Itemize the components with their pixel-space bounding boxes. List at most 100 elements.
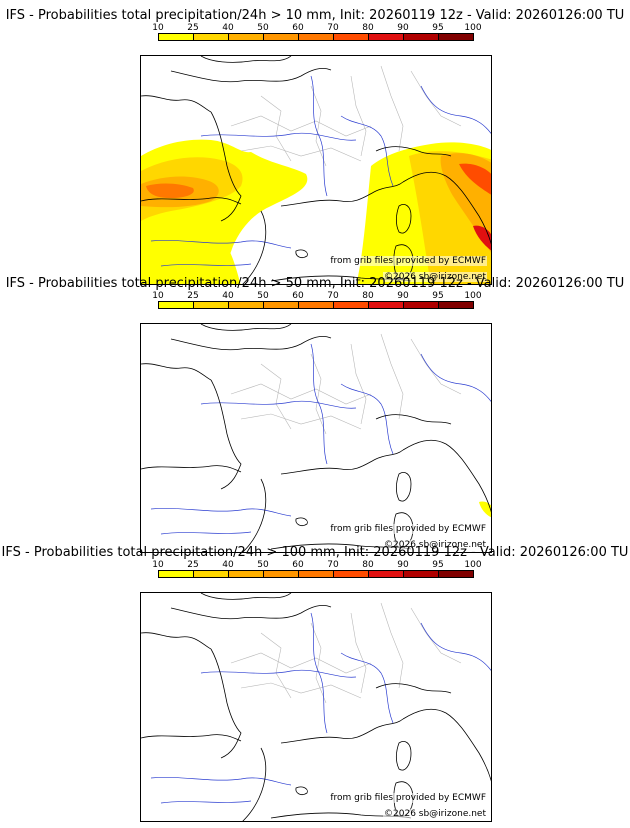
coastline-spain-north — [141, 734, 242, 742]
river — [200, 400, 357, 409]
admin-border — [350, 612, 367, 694]
coastline-med-france — [280, 181, 404, 207]
river — [340, 652, 394, 724]
colorbar-tick: 70 — [327, 560, 339, 570]
coastline-britain — [200, 56, 292, 63]
colorbar-swatch — [334, 571, 369, 577]
colorbar-swatch — [299, 302, 334, 308]
coastline-med-spain — [242, 210, 267, 284]
admin-border — [240, 682, 362, 699]
country-borders — [230, 333, 462, 435]
panel-title: IFS - Probabilities total precipitation/… — [1, 545, 629, 560]
coastline-atlantic — [210, 111, 242, 222]
river — [340, 383, 394, 455]
coastline-alps — [375, 146, 452, 157]
colorbar-swatch — [299, 34, 334, 40]
map-canvas — [141, 56, 491, 284]
colorbar-tick: 90 — [397, 560, 409, 570]
rivers — [150, 343, 491, 535]
coastline-spain-north — [141, 465, 242, 473]
coastline-alps — [375, 683, 452, 694]
coastline-baleares — [295, 786, 308, 796]
colorbar-tick: 100 — [464, 560, 482, 570]
map-panel-10mm: IFS - Probabilities total precipitation/… — [0, 8, 630, 285]
colorbar-tick: 100 — [464, 23, 482, 33]
colorbar-swatch — [194, 34, 229, 40]
coastline-corsica — [395, 741, 412, 771]
credit-source: from grib files provided by ECMWF — [329, 524, 487, 534]
river — [160, 800, 252, 804]
prob-area-yellow-iberia — [151, 219, 241, 284]
coastline-med-spain — [242, 478, 267, 552]
coastlines — [141, 324, 491, 552]
colorbar-swatch — [264, 34, 299, 40]
country-borders — [230, 602, 462, 704]
colorbar-swatch — [229, 302, 264, 308]
colorbar-tick: 70 — [327, 291, 339, 301]
colorbar-swatch — [264, 571, 299, 577]
coastline-italy — [402, 439, 491, 513]
colorbar-swatch — [334, 302, 369, 308]
colorbar-swatch — [159, 302, 194, 308]
admin-border — [240, 413, 362, 430]
map-panel-100mm: IFS - Probabilities total precipitation/… — [0, 545, 630, 822]
colorbar-tick: 90 — [397, 23, 409, 33]
rivers — [150, 612, 491, 804]
colorbar-tick: 80 — [362, 291, 374, 301]
colorbar-tick: 60 — [292, 23, 304, 33]
colorbar — [158, 33, 474, 41]
colorbar-swatch — [404, 571, 439, 577]
colorbar-tick: 25 — [187, 291, 199, 301]
admin-border — [260, 632, 292, 699]
colorbar-swatch — [439, 302, 473, 308]
colorbar-tick: 50 — [257, 23, 269, 33]
colorbar-swatch — [159, 571, 194, 577]
colorbar-ticks: 10 25 40 50 60 70 80 90 95 100 — [140, 292, 490, 301]
country-borders — [230, 65, 462, 167]
colorbar-ticks: 10 25 40 50 60 70 80 90 95 100 — [140, 561, 490, 570]
coastline-corsica — [395, 204, 412, 234]
map-frame: from grib files provided by ECMWF ©2026 … — [140, 592, 492, 822]
admin-border — [380, 65, 404, 152]
admin-border — [380, 602, 404, 689]
colorbar-tick: 95 — [432, 291, 444, 301]
admin-border — [230, 383, 372, 405]
coastline-med-france — [280, 718, 404, 744]
colorbar-swatch — [194, 302, 229, 308]
prob-area-red-east — [459, 163, 491, 195]
colorbar-swatch — [264, 302, 299, 308]
colorbar-tick: 95 — [432, 560, 444, 570]
admin-border — [230, 115, 372, 137]
panel-title: IFS - Probabilities total precipitation/… — [5, 8, 625, 23]
colorbar-swatch — [404, 34, 439, 40]
map-canvas — [141, 593, 491, 821]
coastline-corsica — [395, 472, 412, 502]
river — [150, 776, 292, 786]
colorbar-tick: 80 — [362, 23, 374, 33]
coastline-brittany — [141, 632, 212, 650]
river — [200, 669, 357, 678]
colorbar-tick: 50 — [257, 560, 269, 570]
map-frame: from grib files provided by ECMWF ©2026 … — [140, 55, 492, 285]
admin-border — [230, 652, 372, 674]
river — [420, 85, 491, 134]
map-canvas — [141, 324, 491, 552]
coastline-atlantic — [210, 648, 242, 759]
colorbar-tick: 25 — [187, 560, 199, 570]
coastline-alps — [375, 414, 452, 425]
map-frame: from grib files provided by ECMWF ©2026 … — [140, 323, 492, 553]
colorbar-tick: 40 — [222, 23, 234, 33]
coastline-baleares — [295, 249, 308, 259]
colorbar-swatch — [439, 571, 473, 577]
river — [160, 263, 252, 267]
colorbar-swatch — [229, 571, 264, 577]
credit-source: from grib files provided by ECMWF — [329, 793, 487, 803]
coastline-italy — [402, 171, 491, 245]
admin-border — [380, 333, 404, 420]
colorbar-swatch — [404, 302, 439, 308]
colorbar-tick: 95 — [432, 23, 444, 33]
colorbar-swatch — [439, 34, 473, 40]
colorbar-swatch — [229, 34, 264, 40]
river — [420, 353, 491, 402]
map-panel-50mm: IFS - Probabilities total precipitation/… — [0, 276, 630, 553]
